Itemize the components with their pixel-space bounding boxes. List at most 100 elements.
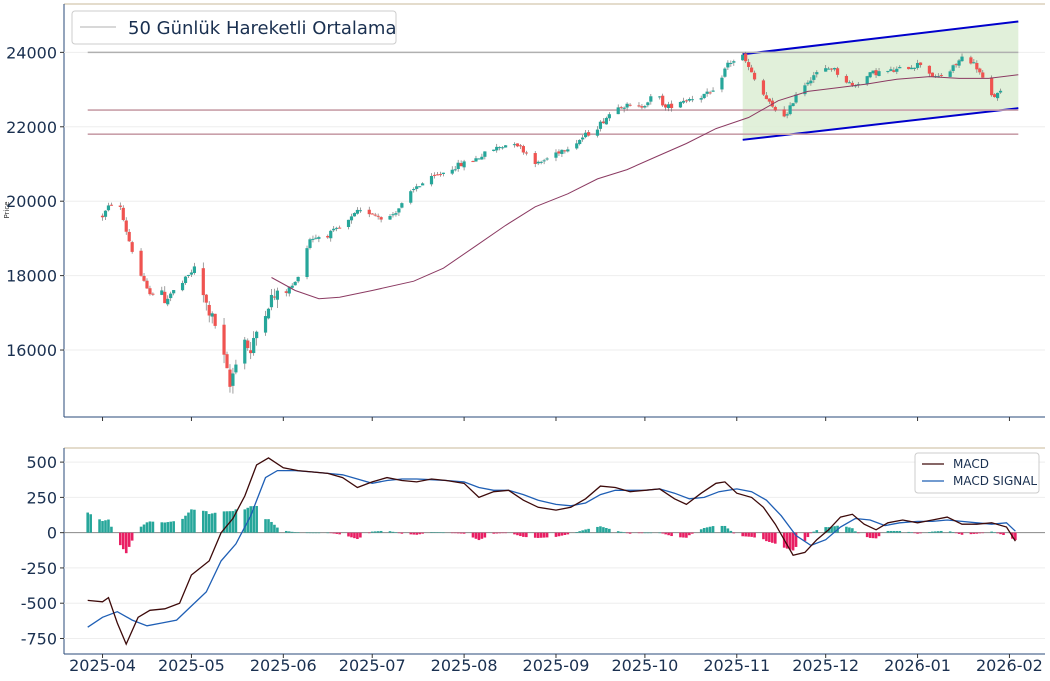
- candle-body: [957, 60, 961, 66]
- histogram-bar: [492, 532, 496, 534]
- histogram-bar: [471, 532, 475, 538]
- x-tick-label: 2025-11: [703, 656, 770, 675]
- histogram-bar: [584, 529, 587, 533]
- histogram-bar: [163, 522, 167, 533]
- x-tick-label: 2025-10: [611, 656, 678, 675]
- histogram-bar: [708, 526, 712, 533]
- macd-lines: [87, 457, 1016, 646]
- histogram-bar: [442, 532, 445, 534]
- candle-body: [969, 57, 973, 64]
- candle-body: [495, 146, 499, 151]
- candle-body: [358, 210, 362, 212]
- candle-body: [678, 101, 683, 108]
- candle-body: [388, 216, 392, 220]
- candle-body: [809, 80, 813, 84]
- candle-body: [744, 53, 748, 62]
- histogram-bar: [812, 531, 816, 533]
- candle-body: [106, 205, 111, 211]
- histogram-bar: [409, 532, 413, 535]
- candle-body: [204, 294, 208, 303]
- candle-body: [394, 213, 398, 215]
- histogram-bar: [750, 532, 753, 537]
- candle-body: [545, 158, 549, 160]
- histogram-bar: [889, 530, 893, 533]
- candle-body: [806, 82, 810, 85]
- candle-body: [726, 62, 730, 68]
- candle-body: [329, 230, 333, 239]
- candle-body: [773, 106, 777, 111]
- candle-body: [121, 207, 125, 220]
- histogram-bar: [788, 532, 792, 550]
- histogram-bar: [661, 532, 664, 534]
- histogram-bar: [210, 513, 214, 533]
- candle-body: [412, 188, 416, 191]
- price-candles: [100, 51, 1003, 394]
- histogram-bar: [937, 531, 940, 533]
- candle-body: [711, 90, 715, 92]
- macd-y-tick-label: -750: [21, 629, 57, 648]
- candle-body: [127, 231, 131, 242]
- histogram-bar: [545, 532, 549, 538]
- histogram-bar: [791, 532, 795, 551]
- histogram-bar: [539, 532, 543, 538]
- candle-body: [453, 169, 457, 171]
- histogram-bar: [130, 532, 134, 541]
- macd-y-tick-label: -250: [21, 559, 57, 578]
- histogram-bar: [729, 530, 733, 533]
- candle-body: [317, 237, 321, 239]
- candle-body: [661, 95, 665, 106]
- candle-body: [601, 121, 606, 124]
- histogram-bar: [957, 532, 961, 534]
- candle-body: [563, 150, 567, 152]
- histogram-bar: [699, 529, 703, 533]
- candle-body: [892, 70, 896, 72]
- histogram-bar: [848, 527, 851, 533]
- histogram-bar: [519, 532, 522, 537]
- histogram-bar: [599, 526, 602, 533]
- candle-body: [960, 56, 964, 62]
- macd-y-tick-label: 250: [26, 488, 57, 507]
- candle-body: [118, 205, 122, 207]
- candle-body: [536, 161, 540, 164]
- histogram-bar: [142, 524, 146, 533]
- candle-body: [151, 293, 155, 295]
- candle-body: [243, 339, 247, 364]
- histogram-bar: [504, 532, 507, 534]
- candle-body: [255, 331, 259, 339]
- histogram-bar: [190, 509, 193, 533]
- histogram-bar: [563, 532, 567, 535]
- histogram-bar: [296, 532, 300, 533]
- histogram-bar: [670, 532, 673, 537]
- candle-body: [595, 129, 600, 136]
- candle-body: [109, 204, 114, 206]
- histogram-bar: [916, 532, 919, 534]
- histogram-bar: [379, 530, 383, 533]
- price-y-tick-label: 16000: [6, 341, 57, 360]
- histogram-bar: [483, 532, 487, 538]
- histogram-bar: [172, 521, 175, 533]
- candle-body: [231, 373, 235, 386]
- candle-body: [290, 285, 294, 288]
- candle-body: [492, 149, 496, 151]
- candle-body: [415, 186, 419, 189]
- candle-body: [432, 174, 437, 176]
- histogram-bar: [542, 532, 546, 538]
- ma-line: [271, 74, 1019, 300]
- histogram-bar: [554, 532, 558, 537]
- macd-legend-label: MACD: [953, 457, 989, 471]
- histogram-bar: [160, 522, 164, 533]
- histogram-bar: [326, 532, 330, 534]
- candle-body: [311, 238, 315, 240]
- candle-body: [794, 94, 798, 103]
- histogram-bar: [415, 532, 418, 535]
- candle-body: [148, 288, 152, 295]
- histogram-bar: [768, 532, 771, 542]
- histogram-bar: [596, 526, 599, 533]
- histogram-bar: [264, 519, 267, 533]
- candle-body: [625, 103, 629, 108]
- histogram-bar: [477, 532, 481, 541]
- candle-body: [865, 76, 869, 85]
- candle-body: [210, 313, 214, 317]
- candle-body: [376, 215, 380, 217]
- histogram-bar: [685, 532, 688, 538]
